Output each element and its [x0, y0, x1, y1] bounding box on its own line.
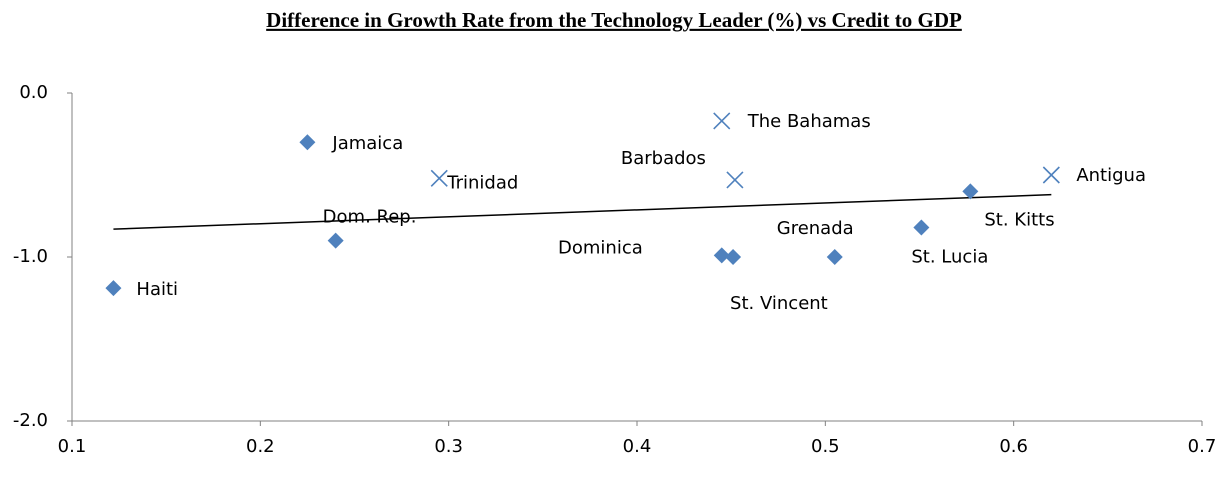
y-tick-label: -1.0: [13, 246, 48, 267]
point: [327, 232, 344, 249]
point-label: Grenada: [777, 218, 854, 239]
x-tick-label: 0.4: [623, 436, 652, 457]
x-tick-label: 0.2: [246, 436, 275, 457]
y-tick-label: 0.0: [19, 82, 48, 103]
point-label: The Bahamas: [747, 111, 871, 132]
x-tick-label: 0.5: [811, 436, 840, 457]
point: [826, 249, 843, 265]
point-label: Dominica: [558, 237, 643, 258]
point-label: Antigua: [1076, 165, 1146, 186]
point: [1042, 166, 1060, 184]
point: [299, 134, 316, 151]
y-tick-label: -2.0: [13, 410, 48, 431]
point: [962, 183, 979, 200]
x-tick-label: 0.3: [434, 436, 463, 457]
point-label: Trinidad: [446, 172, 518, 193]
point: [913, 219, 930, 236]
x-tick-label: 0.6: [999, 436, 1028, 457]
chart-title: Difference in Growth Rate from the Techn…: [266, 8, 962, 32]
point-label: St. Vincent: [730, 293, 828, 314]
x-tick-label: 0.1: [58, 436, 87, 457]
point: [430, 169, 448, 187]
point: [105, 280, 122, 297]
point-label: St. Lucia: [911, 246, 988, 267]
point-label: Haiti: [136, 279, 178, 300]
point: [713, 247, 730, 264]
point: [726, 171, 744, 189]
point-label: Dom. Rep.: [323, 207, 417, 228]
trendline: [113, 193, 1052, 230]
x-tick-label: 0.7: [1188, 436, 1217, 457]
point-label: Jamaica: [331, 133, 403, 154]
point-label: Barbados: [621, 148, 706, 169]
point: [713, 112, 731, 130]
point-label: St. Kitts: [984, 209, 1054, 230]
point: [725, 249, 742, 265]
